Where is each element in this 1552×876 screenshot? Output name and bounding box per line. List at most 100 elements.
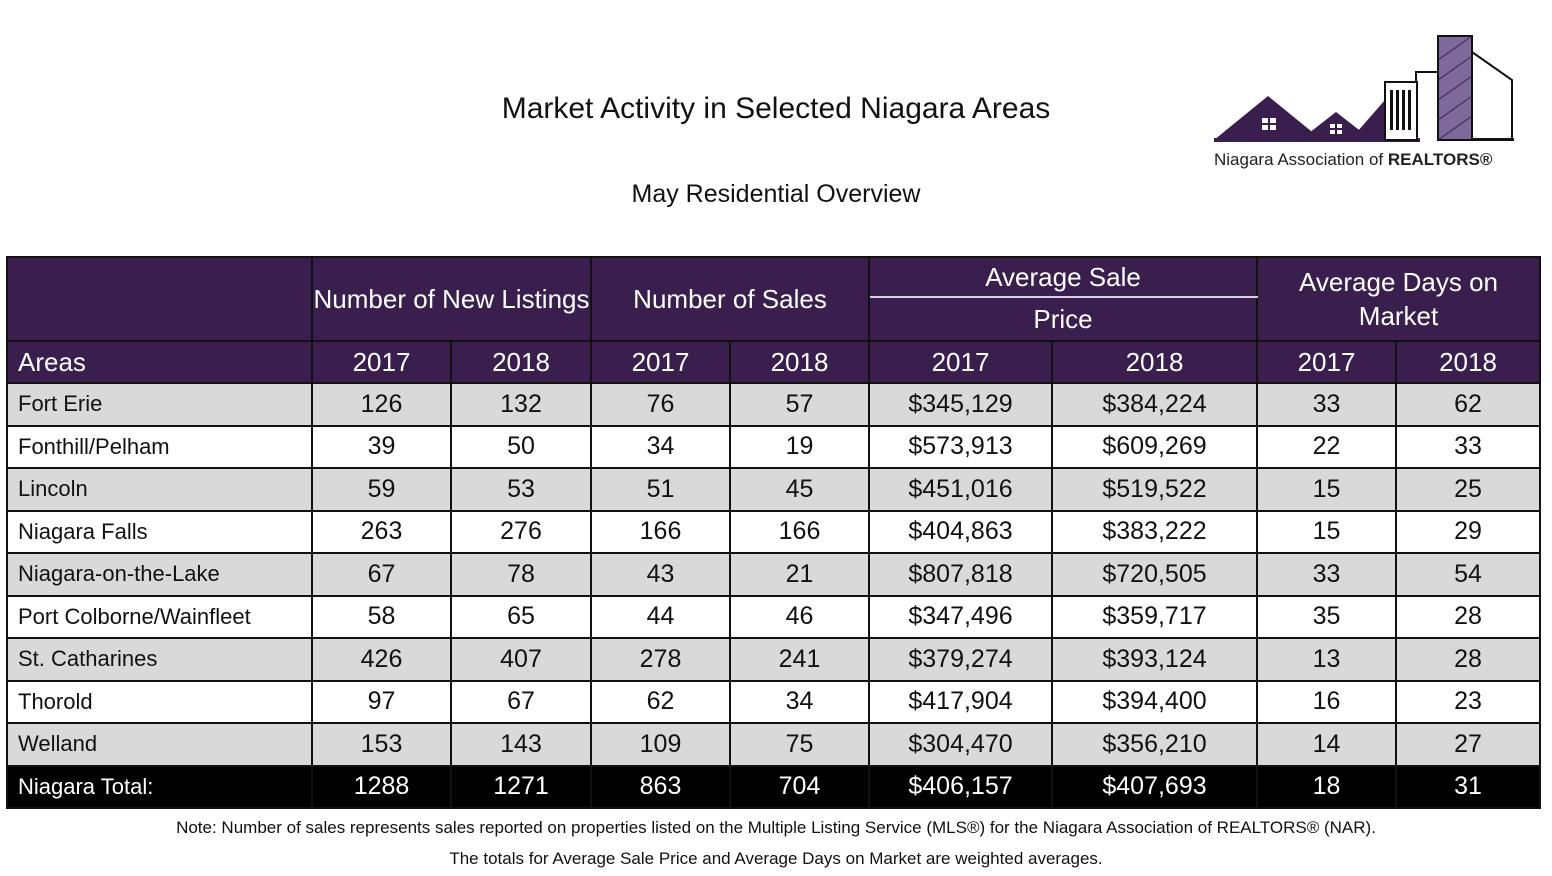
value-cell: 153 [311,722,452,767]
value-cell: $394,400 [1050,679,1259,724]
header-price: Price [867,296,1259,342]
header-year: 2018 [1395,340,1542,384]
header-blank-cell [6,256,313,342]
header-year: 2017 [868,340,1053,384]
value-cell: 16 [1256,679,1398,724]
realtors-logo: Niagara Association of REALTORS® [1210,30,1532,180]
value-cell: $384,224 [1050,382,1259,427]
table-row: St. Catharines 426 407 278 241 $379,274 $393,1… [6,637,1542,682]
value-cell: 166 [590,509,731,554]
table-row: Welland 153 143 109 75 $304,470 $356,210 14 27 [6,722,1542,767]
value-cell: $451,016 [868,467,1053,512]
value-cell: 65 [450,594,592,639]
value-cell: 33 [1395,424,1542,469]
area-name-cell: Port Colborne/Wainfleet [6,594,313,639]
house-and-buildings-logo-icon [1214,35,1514,142]
header-average-sale: Average Sale [867,256,1259,298]
value-cell: 43 [590,552,731,597]
value-cell: 13 [1256,637,1398,682]
value-cell: 278 [590,637,731,682]
area-name-cell: Niagara Falls [6,509,313,554]
value-cell: 51 [590,467,731,512]
value-cell: $417,904 [868,679,1053,724]
value-cell: 166 [729,509,870,554]
header-year: 2017 [311,340,452,384]
value-cell: $404,863 [868,509,1053,554]
header-new-listings: Number of New Listings [311,256,592,342]
value-cell: 27 [1395,722,1542,767]
value-cell: 241 [729,637,870,682]
total-cell: $406,157 [868,764,1053,809]
total-cell: 31 [1395,764,1542,809]
table-row: Port Colborne/Wainfleet 58 65 44 46 $347,496 $… [6,594,1542,639]
total-cell: 1271 [450,764,592,809]
header-average-days: Average Days on Market [1256,256,1542,342]
value-cell: 109 [590,722,731,767]
value-cell: $720,505 [1050,552,1259,597]
note-line-1: Note: Number of sales represents sales r… [176,818,1376,837]
total-cell: 704 [729,764,870,809]
note-line-2: The totals for Average Sale Price and Av… [449,849,1103,868]
value-cell: 276 [450,509,592,554]
area-name-cell: Thorold [6,679,313,724]
total-row: Niagara Total: 1288 1271 863 704 $406,15… [6,764,1542,809]
value-cell: $379,274 [868,637,1053,682]
value-cell: 75 [729,722,870,767]
total-cell: 18 [1256,764,1398,809]
value-cell: 22 [1256,424,1398,469]
value-cell: 29 [1395,509,1542,554]
total-label: Niagara Total: [6,764,313,809]
value-cell: $393,124 [1050,637,1259,682]
table-body: Fort Erie 126 132 76 57 $345,129 $384,224 33 62 F… [6,382,1542,767]
table-row: Niagara Falls 263 276 166 166 $404,863 $383,22… [6,509,1542,554]
value-cell: 35 [1256,594,1398,639]
total-cell: 863 [590,764,731,809]
value-cell: 14 [1256,722,1398,767]
value-cell: 407 [450,637,592,682]
value-cell: 28 [1395,637,1542,682]
value-cell: $347,496 [868,594,1053,639]
value-cell: $345,129 [868,382,1053,427]
value-cell: 21 [729,552,870,597]
value-cell: 78 [450,552,592,597]
page-subtitle: May Residential Overview [631,180,921,208]
value-cell: 46 [729,594,870,639]
total-cell: $407,693 [1050,764,1259,809]
value-cell: $573,913 [868,424,1053,469]
table-row: Fort Erie 126 132 76 57 $345,129 $384,224 33 62 [6,382,1542,427]
value-cell: 50 [450,424,592,469]
value-cell: $356,210 [1050,722,1259,767]
area-name-cell: Lincoln [6,467,313,512]
table-row: Lincoln 59 53 51 45 $451,016 $519,522 15 25 [6,467,1542,512]
market-activity-table: Number of New Listings Number of Sales A… [6,256,1542,809]
area-name-cell: Fort Erie [6,382,313,427]
page-title: Market Activity in Selected Niagara Area… [501,92,1051,125]
value-cell: 58 [311,594,452,639]
value-cell: 143 [450,722,592,767]
value-cell: 57 [729,382,870,427]
value-cell: 263 [311,509,452,554]
header-year: 2018 [450,340,592,384]
value-cell: 97 [311,679,452,724]
header-year: 2018 [729,340,870,384]
value-cell: 34 [590,424,731,469]
value-cell: 34 [729,679,870,724]
value-cell: 62 [590,679,731,724]
value-cell: $609,269 [1050,424,1259,469]
value-cell: 126 [311,382,452,427]
value-cell: 54 [1395,552,1542,597]
value-cell: $359,717 [1050,594,1259,639]
value-cell: 44 [590,594,731,639]
value-cell: 15 [1256,467,1398,512]
area-name-cell: Welland [6,722,313,767]
value-cell: 19 [729,424,870,469]
value-cell: $519,522 [1050,467,1259,512]
value-cell: 67 [311,552,452,597]
value-cell: 25 [1395,467,1542,512]
value-cell: 67 [450,679,592,724]
logo-text: Niagara Association of REALTORS® [1214,150,1534,170]
value-cell: 62 [1395,382,1542,427]
table-row: Niagara-on-the-Lake 67 78 43 21 $807,818 $720,… [6,552,1542,597]
value-cell: 33 [1256,382,1398,427]
table-row: Fonthill/Pelham 39 50 34 19 $573,913 $609,269 2… [6,424,1542,469]
